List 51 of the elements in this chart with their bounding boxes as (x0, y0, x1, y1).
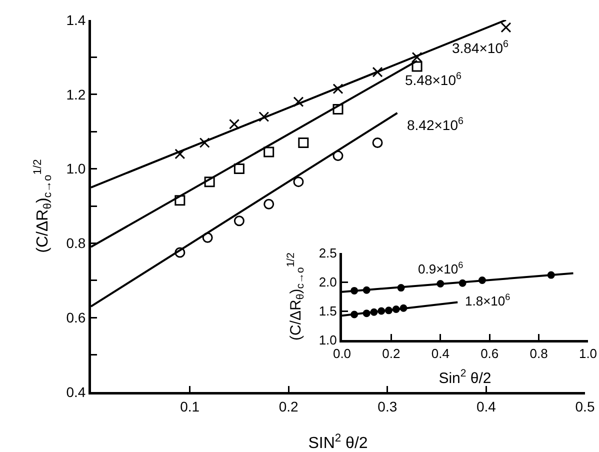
x-tick-label: 0.8 (530, 346, 548, 362)
point (332, 84, 344, 94)
point (264, 198, 274, 210)
x-tick-label: 0.4 (476, 398, 496, 414)
point (199, 138, 210, 148)
x-axis-title: SIN$^{2}$ θ/2 (308, 432, 368, 452)
point (174, 148, 186, 160)
x-tick-label: 0.1 (180, 398, 200, 414)
x-tick-label: 0.3 (378, 398, 398, 414)
point (229, 118, 240, 130)
annotation: 5.48×10$^{6}$ (405, 71, 462, 88)
point (202, 232, 213, 243)
y-tick-label: 1.0 (66, 160, 86, 177)
point (293, 96, 304, 108)
point (174, 247, 186, 258)
point (174, 195, 186, 206)
y-tick-label: 1.5 (318, 304, 337, 319)
annotation: 0.9×10$^{6}$ (418, 260, 464, 276)
x-tick-label: 0.5 (575, 398, 595, 414)
y-tick-label: 2.0 (318, 274, 337, 290)
y-tick-label: 1.4 (66, 12, 86, 28)
point (264, 146, 274, 158)
annotation: 3.84×10$^{6}$ (452, 39, 509, 56)
point (412, 61, 422, 72)
point (258, 111, 270, 122)
y-tick-label: 0.6 (66, 310, 86, 326)
point (234, 164, 244, 174)
y-tick-label: 2.5 (318, 246, 337, 261)
point (372, 66, 383, 78)
point (332, 104, 344, 115)
point (204, 176, 215, 188)
point (372, 138, 383, 148)
x-tick-label: 0.0 (332, 346, 352, 362)
point (332, 150, 344, 162)
x-tick-label: 1.0 (578, 346, 598, 362)
y-tick-label: 0.4 (66, 384, 86, 400)
x-tick-label: 0.2 (278, 398, 299, 414)
x-tick-label: 0.6 (480, 346, 499, 362)
x-tick-label: 0.4 (431, 346, 450, 362)
point (412, 52, 422, 62)
point (500, 22, 512, 33)
y-tick-label: 1.0 (318, 332, 337, 348)
x-tick-label: 0.2 (382, 346, 400, 362)
y-tick-label: 1.2 (66, 86, 86, 102)
x-axis-title: Sin$^{2}$ θ/2 (438, 368, 492, 387)
y-tick-label: 0.8 (66, 235, 86, 252)
point (298, 138, 309, 148)
point (293, 176, 304, 188)
annotation: 1.8×10$^{6}$ (465, 292, 510, 308)
point (234, 216, 244, 226)
annotation: 8.42×10$^{6}$ (407, 116, 464, 133)
